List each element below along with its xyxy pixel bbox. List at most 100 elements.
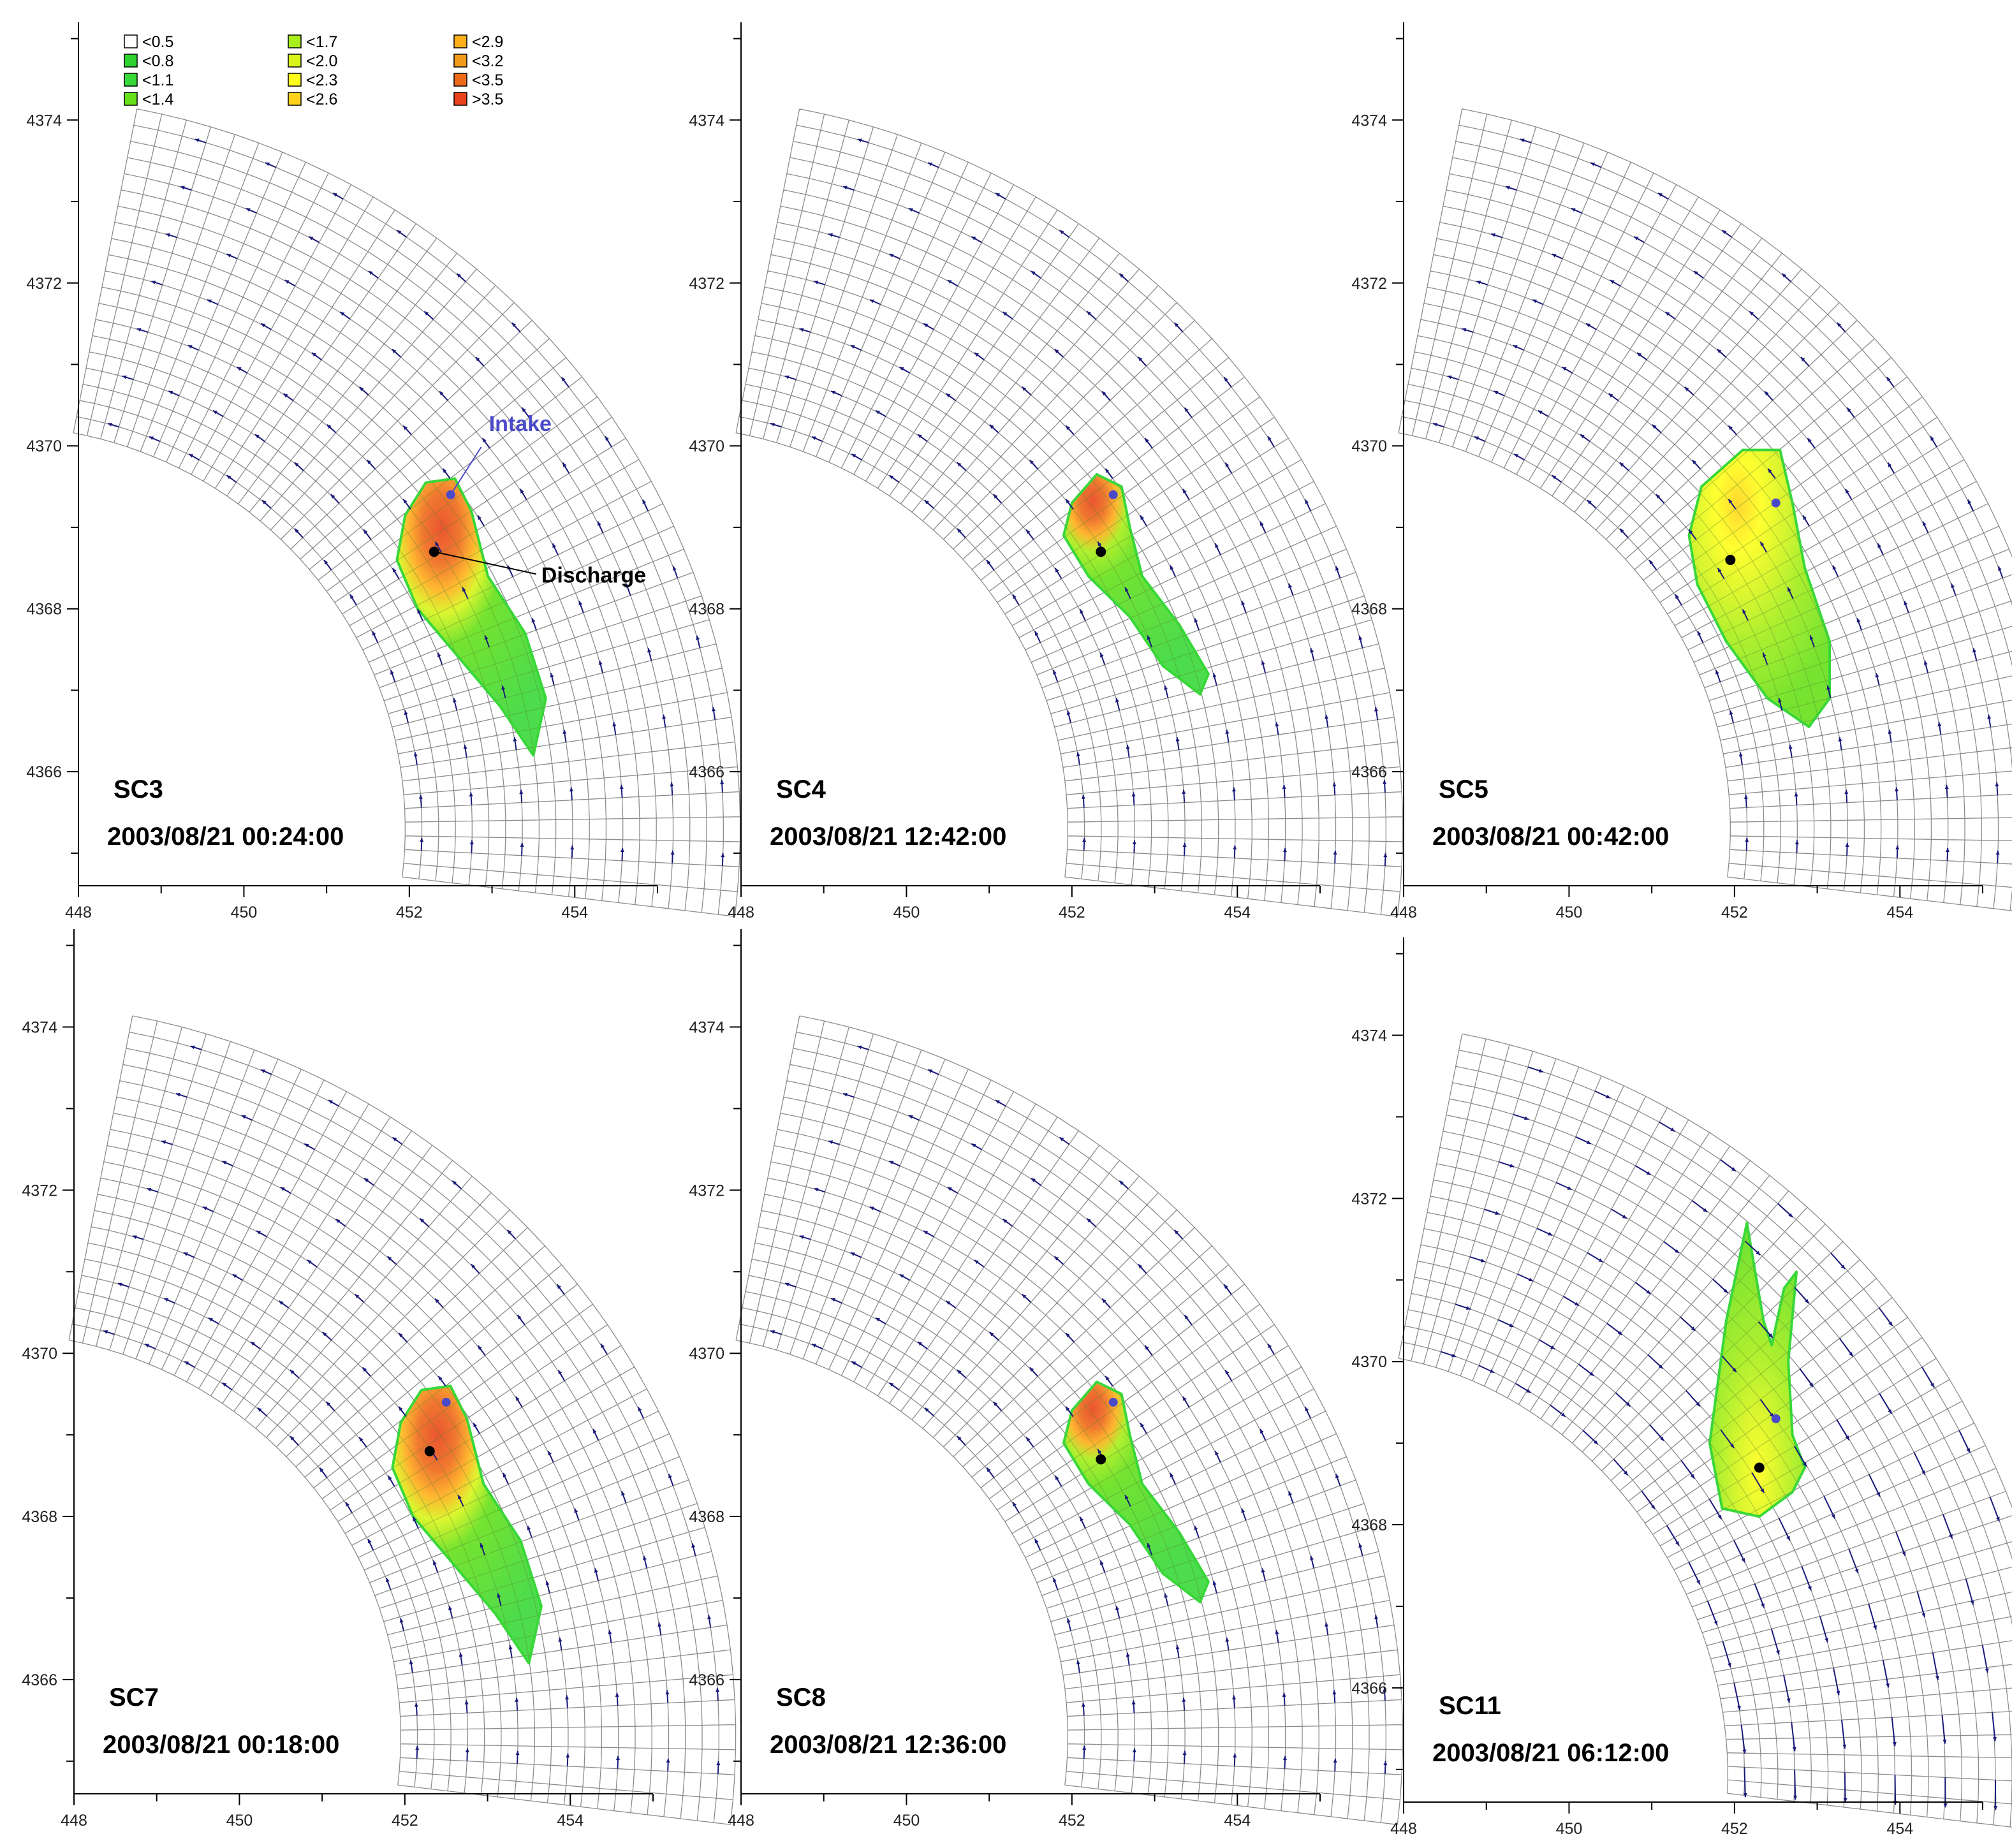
velocity-vectors (107, 138, 725, 866)
y-tick-label: 4374 (1351, 112, 1387, 129)
legend-swatch (453, 54, 467, 68)
axes (67, 22, 658, 897)
x-tick-label: 450 (893, 1812, 920, 1830)
intake-point (1108, 1397, 1118, 1407)
panel-timestamp: 2003/08/21 00:42:00 (1432, 823, 1669, 851)
x-tick-label: 452 (1059, 904, 1085, 921)
x-tick-label: 452 (1721, 1820, 1748, 1838)
y-tick-label: 4368 (1351, 601, 1387, 619)
discharge-point (424, 1446, 435, 1456)
intake-point (1771, 498, 1781, 508)
velocity-vectors (1441, 1066, 2000, 1810)
y-tick-label: 4372 (22, 1182, 57, 1199)
x-tick-label: 454 (1224, 1812, 1251, 1830)
panel-title: SC3 (114, 775, 163, 803)
legend-label: <2.9 (472, 33, 503, 51)
axes (1392, 937, 1983, 1814)
panel-title: SC5 (1439, 775, 1488, 803)
y-tick-label: 4366 (689, 1671, 724, 1689)
y-tick-label: 4374 (26, 112, 62, 129)
y-tick-label: 4372 (1351, 275, 1387, 293)
panel-sc4: 448 450 452 454 4366 4368 4370 4372 4374 SC4 2003/… (689, 22, 1404, 921)
y-tick-label: 4368 (26, 601, 62, 619)
intake-point (1771, 1414, 1781, 1423)
panel-sc3: 448 450 452 454 4366 4368 4370 4372 4374 SC3 2003/… (26, 22, 741, 921)
temperature-plume (1062, 1381, 1210, 1604)
y-tick-label: 4368 (22, 1508, 57, 1526)
y-tick-label: 4370 (1351, 1353, 1387, 1371)
temperature-plume (1687, 448, 1831, 728)
x-tick-label: 448 (728, 1812, 754, 1830)
panel-title: SC8 (776, 1683, 826, 1712)
axes (730, 929, 1321, 1805)
legend-swatch (453, 92, 467, 106)
legend-swatch (124, 54, 138, 68)
x-tick-label: 450 (1556, 904, 1583, 921)
y-tick-label: 4372 (26, 275, 62, 293)
x-tick-label: 452 (396, 904, 423, 921)
y-tick-label: 4366 (689, 763, 724, 781)
discharge-point (1725, 555, 1736, 566)
y-tick-label: 4374 (22, 1019, 57, 1037)
panel-timestamp: 2003/08/21 06:12:00 (1432, 1739, 1669, 1767)
x-tick-label: 454 (1886, 904, 1913, 921)
x-tick-label: 448 (1390, 1820, 1417, 1838)
intake-point (1108, 490, 1118, 499)
y-tick-label: 4370 (689, 1345, 724, 1363)
annotations: Intake Discharge (434, 412, 646, 587)
y-tick-label: 4368 (689, 1508, 724, 1526)
x-tick-label: 454 (557, 1812, 584, 1830)
intake-point (441, 1397, 451, 1407)
legend-label: <1.1 (142, 71, 173, 89)
legend-swatch (124, 92, 138, 106)
velocity-vectors (103, 1045, 721, 1774)
axes (62, 929, 654, 1805)
legend-swatch (288, 54, 302, 68)
panel-sc5: 448 450 452 454 4366 4368 4370 4372 4374 SC5 2003/… (1351, 22, 2012, 921)
x-tick-label: 454 (1224, 904, 1251, 921)
y-tick-label: 4366 (22, 1671, 57, 1689)
legend-swatch (288, 73, 302, 87)
y-tick-label: 4374 (1351, 1027, 1387, 1045)
discharge-point (1754, 1462, 1765, 1473)
y-tick-label: 4370 (689, 437, 724, 455)
x-tick-label: 450 (226, 1812, 253, 1830)
velocity-vectors (770, 1045, 1388, 1774)
temperature-plume (1708, 1221, 1807, 1518)
panel-sc8: 448 450 452 454 4366 4368 4370 4372 4374 SC8 2003/… (689, 929, 1404, 1830)
panel-sc7: 448 450 452 454 4366 4368 4370 4372 4374 SC7 2003/… (22, 929, 737, 1830)
panel-title: SC11 (1439, 1692, 1501, 1720)
legend-label: <1.7 (306, 33, 337, 51)
y-tick-label: 4368 (689, 601, 724, 619)
panel-sc11: 448 450 452 454 4366 4368 4370 4372 4374 SC11 2003… (1351, 937, 2012, 1838)
x-tick-label: 450 (231, 904, 258, 921)
y-tick-label: 4370 (22, 1345, 57, 1363)
legend-label: <3.5 (472, 71, 503, 89)
discharge-point (1096, 1454, 1106, 1465)
legend-swatch (124, 73, 138, 87)
x-tick-label: 450 (1556, 1820, 1583, 1838)
legend-label: <3.2 (472, 52, 503, 70)
discharge-label: Discharge (541, 563, 646, 587)
panel-timestamp: 2003/08/21 00:18:00 (103, 1731, 339, 1759)
x-tick-label: 452 (392, 1812, 418, 1830)
y-tick-label: 4366 (26, 763, 62, 781)
panel-timestamp: 2003/08/21 12:36:00 (770, 1731, 1006, 1759)
x-tick-label: 448 (61, 1812, 87, 1830)
x-tick-label: 452 (1059, 1812, 1085, 1830)
panel-title: SC4 (776, 775, 826, 803)
legend-swatch (288, 92, 302, 106)
legend-swatch (453, 73, 467, 87)
legend-swatch (124, 34, 138, 48)
x-tick-label: 454 (561, 904, 588, 921)
temperature-plume (1062, 473, 1210, 696)
intake-label: Intake (489, 412, 552, 436)
x-tick-label: 450 (893, 904, 920, 921)
legend-label: <2.3 (306, 71, 337, 89)
legend-swatch (288, 34, 302, 48)
y-tick-label: 4368 (1351, 1516, 1387, 1534)
legend: <0.5<0.8<1.1 <1.4 <1.7<2.0<2.3 <2.6 <2.9<3.2… (124, 33, 503, 108)
y-tick-label: 4366 (1351, 763, 1387, 781)
axes (1392, 22, 1983, 897)
